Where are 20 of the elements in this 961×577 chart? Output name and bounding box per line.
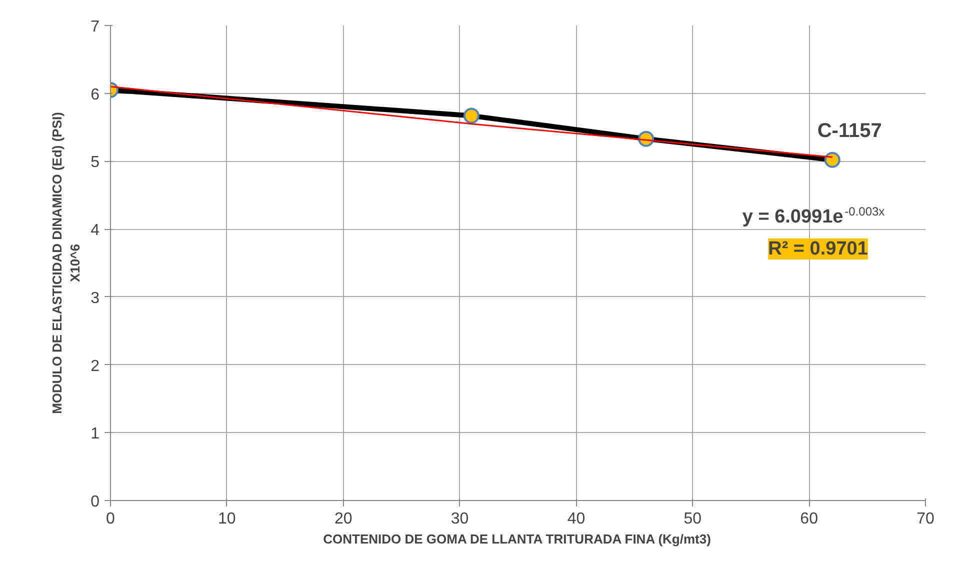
y-axis-title: MODULO DE ELASTICIDAD DINAMICO (Ed) (PSI) X10^6 (50, 112, 83, 414)
y-tick-label: 7 (90, 18, 100, 36)
x-tick-label: 40 (567, 510, 586, 528)
y-tick-label: 3 (90, 290, 100, 307)
x-axis-title: CONTENIDO DE GOMA DE LLANTA TRITURADA FINA (Kg/mt3) (323, 532, 711, 546)
y-tick-label: 5 (90, 154, 100, 172)
x-tick-label: 20 (334, 510, 352, 528)
y-tick-label: 1 (90, 426, 100, 443)
y-tick-label: 4 (90, 222, 100, 240)
y-tick-label: 0 (90, 494, 100, 510)
x-tick-label: 50 (684, 510, 702, 528)
series-label: C-1157 (817, 120, 882, 142)
y-tick-label: 2 (90, 358, 100, 375)
x-tick-label: 60 (800, 510, 818, 528)
x-tick-label: 0 (106, 510, 116, 528)
y-tick-label: 6 (90, 86, 100, 104)
x-tick-label: 70 (916, 510, 934, 528)
x-tick-label: 10 (218, 510, 236, 528)
annotation: R² = 0.9701 (768, 238, 868, 260)
x-tick-label: 30 (450, 510, 469, 528)
